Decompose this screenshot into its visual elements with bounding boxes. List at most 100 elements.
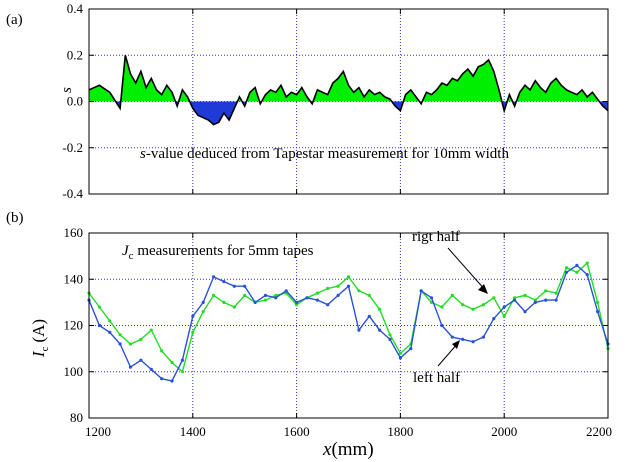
y-tick-label: 140 <box>64 271 84 286</box>
point-left-half <box>149 367 153 371</box>
point-left-half <box>481 335 485 339</box>
point-right-half <box>440 305 444 309</box>
point-right-half <box>367 293 371 297</box>
point-left-half <box>471 340 475 344</box>
point-left-half <box>263 293 268 297</box>
point-right-half <box>139 337 143 341</box>
point-right-half <box>471 307 475 311</box>
point-left-half <box>222 280 226 284</box>
point-left-half <box>346 284 351 288</box>
point-left-half <box>533 300 537 304</box>
s-value-line <box>88 55 609 126</box>
x-tick-label: 2200 <box>586 424 612 439</box>
series-left-half <box>88 264 609 382</box>
point-left-half <box>502 305 506 309</box>
y-tick-label: 0.2 <box>67 47 83 62</box>
point-left-half <box>139 358 143 362</box>
panel-b-lines <box>87 261 610 383</box>
panel-b-ticks: 160 140 120 100 80 <box>64 225 609 425</box>
point-left-half <box>398 356 402 360</box>
panel-a-area <box>88 55 609 126</box>
y-tick-label: -0.2 <box>62 140 83 155</box>
point-right-half <box>523 293 527 297</box>
point-right-half <box>212 293 216 297</box>
point-left-half <box>336 293 340 297</box>
left-half-annotation: left half <box>413 370 460 386</box>
point-right-half <box>201 310 205 314</box>
point-left-half <box>315 298 319 302</box>
point-left-half <box>409 347 413 351</box>
right-half-arrow-line <box>447 247 487 292</box>
point-left-half <box>326 303 330 307</box>
point-left-half <box>429 296 434 300</box>
point-right-half <box>108 319 112 323</box>
point-right-half <box>346 275 351 279</box>
point-left-half <box>564 270 569 274</box>
point-left-half <box>243 284 247 288</box>
x-tick-label: 1800 <box>387 424 413 439</box>
panel-b-title-annotation: Jc measurements for 5mm tapes <box>122 243 314 262</box>
right-half-annotation: rigt half <box>412 229 460 245</box>
point-right-half <box>554 291 558 295</box>
point-left-half <box>440 323 444 328</box>
panel-a: (a) 0.4 0.2 0.0 -0.2 -0.4 s s-value deduced … <box>6 1 609 201</box>
point-right-half <box>315 291 319 295</box>
point-right-half <box>326 286 330 291</box>
x-tick-label: 2000 <box>491 424 517 439</box>
point-left-half <box>191 314 195 318</box>
x-tick-label: 1600 <box>284 424 310 439</box>
y-tick-label: 0.0 <box>67 94 83 109</box>
point-right-half <box>295 303 299 307</box>
point-left-half <box>284 289 288 293</box>
point-left-half <box>575 263 579 267</box>
negative-area <box>89 101 608 125</box>
point-left-half <box>388 337 392 341</box>
point-left-half <box>523 310 527 314</box>
point-left-half <box>492 317 496 321</box>
point-right-half <box>357 289 361 293</box>
point-right-half <box>533 298 537 302</box>
point-left-half <box>513 298 517 302</box>
point-right-half <box>585 261 589 265</box>
point-right-half <box>378 307 382 311</box>
point-right-half <box>575 270 579 274</box>
point-right-half <box>544 289 548 293</box>
point-left-half <box>160 377 164 381</box>
panel-b: (b) 160 140 120 100 80 Ic(A) Jc measurements… <box>6 210 610 425</box>
point-left-half <box>295 300 299 304</box>
point-right-half <box>180 370 184 374</box>
point-right-half <box>481 303 485 307</box>
panel-a-annotation: s-value deduced from Tapestar measuremen… <box>140 146 509 162</box>
point-left-half <box>596 310 600 314</box>
point-right-half <box>274 293 278 297</box>
y-tick-label: -0.4 <box>62 186 83 201</box>
point-right-half <box>243 293 247 297</box>
point-left-half <box>253 300 257 304</box>
point-left-half <box>201 300 205 304</box>
y-tick-label: 120 <box>64 318 84 333</box>
point-right-half <box>232 305 236 309</box>
x-tick-labels: 1200 1400 1600 1800 2000 2200 <box>85 424 612 439</box>
point-right-half <box>450 293 454 297</box>
point-left-half <box>544 298 548 302</box>
x-tick-label: 1200 <box>85 424 111 439</box>
point-right-half <box>149 328 153 332</box>
point-right-half <box>502 314 506 318</box>
point-left-half <box>212 275 216 279</box>
point-left-half <box>585 273 589 277</box>
x-axis-label: x(mm) <box>322 439 374 460</box>
panel-a-ticks: 0.4 0.2 0.0 -0.2 -0.4 <box>62 1 609 201</box>
point-left-half <box>357 328 361 332</box>
y-tick-label: 160 <box>64 225 84 240</box>
panel-b-label: (b) <box>6 210 24 226</box>
left-half-arrow-line <box>437 342 459 367</box>
point-left-half <box>305 296 309 300</box>
y-tick-label: 100 <box>64 364 84 379</box>
point-left-half <box>108 330 112 334</box>
point-right-half <box>263 298 268 302</box>
point-left-half <box>232 284 236 288</box>
point-left-half <box>367 314 371 318</box>
point-right-half <box>564 266 569 270</box>
point-right-half <box>191 330 195 334</box>
